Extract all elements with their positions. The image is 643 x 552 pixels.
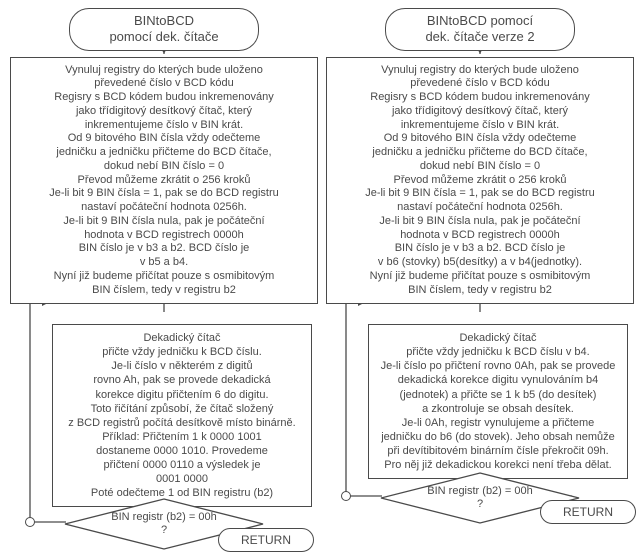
desc-box-left: Vynuluj registry do kterých bude uloženo… [10, 57, 318, 305]
text-line: jako třídigitový desítkový čítač, který [76, 105, 252, 117]
text-line: jedničku a jedničku přičteme do BCD číta… [372, 146, 587, 158]
flow-left: BINtoBCD pomocí dek. čítače Vynuluj regi… [10, 8, 318, 507]
text-line: 0001 0000 [156, 473, 208, 485]
desc-box-right: Vynuluj registry do kterých bude uloženo… [326, 57, 634, 305]
text-line: hodnota v BCD registrech 0000h [400, 229, 560, 241]
loop-connector-right [341, 491, 351, 501]
text-line: Dekadický čítač [143, 332, 220, 344]
text-line: Regisry s BCD kódem budou inkremenovány [370, 91, 590, 103]
start-terminal-right: BINtoBCD pomocí dek. čítače verze 2 [385, 8, 575, 51]
decision-text-2: ? [161, 524, 167, 537]
text-line: v b6 (stovky) b5(desítky) a v b4(jednotk… [378, 256, 582, 268]
text-line: z BCD registrů počítá desítkově místo bi… [68, 417, 295, 429]
text-line: Vynuluj registry do kterých bude uloženo [381, 64, 579, 76]
text-line: Vynuluj registry do kterých bude uloženo [65, 64, 263, 76]
return-right: RETURN [540, 500, 636, 524]
title-line-1: BINtoBCD [134, 13, 194, 28]
text-line: Je-li číslo v některém z digitů [111, 360, 252, 372]
text-line: Je-li bit 9 BIN čísla = 1, pak se do BCD… [49, 187, 279, 199]
text-line: BIN číslem, tedy v registru b2 [92, 284, 236, 296]
text-line: Je-li bit 9 BIN čísla nula, pak je počát… [379, 215, 580, 227]
text-line: přičte vždy jedničku k BCD číslu v b4. [406, 346, 589, 358]
text-line: inkrementujeme číslo v BIN krát. [85, 119, 243, 131]
proc-box-right: Dekadický čítač přičte vždy jedničku k BC… [368, 324, 628, 479]
text-line: převedené číslo v BCD kódu [94, 77, 233, 89]
text-line: Od 9 bitového BIN čísla vždy odečteme [384, 132, 577, 144]
text-line: Nyní již budeme přičítat pouze s osmibit… [54, 270, 275, 282]
text-line: Je-li číslo po přičtení rovno 0Ah, pak s… [381, 360, 616, 372]
text-line: BIN číslo je v b3 a b2. BCD číslo je [395, 242, 566, 254]
text-line: inkrementujeme číslo v BIN krát. [401, 119, 559, 131]
text-line: přičte vždy jedničku k BCD číslu. [102, 346, 262, 358]
text-line: nastaví počáteční hodnota 0256h. [397, 201, 563, 213]
proc-box-left: Dekadický čítač přičte vždy jedničku k BC… [52, 324, 312, 507]
text-line: Pro něj již dekadickou korekci není třeb… [384, 459, 611, 471]
text-line: nastaví počáteční hodnota 0256h. [81, 201, 247, 213]
text-line: Je-li bit 9 BIN čísla nula, pak je počát… [63, 215, 264, 227]
text-line: v b5 a b4. [140, 256, 188, 268]
return-left: RETURN [218, 528, 314, 552]
decision-text-1: BIN registr (b2) = 00h [111, 511, 216, 524]
text-line: převedené číslo v BCD kódu [410, 77, 549, 89]
text-line: Dekadický čítač [459, 332, 536, 344]
text-line: jako třídigitový desítkový čítač, který [392, 105, 568, 117]
title-line-2: dek. čítače verze 2 [425, 29, 534, 44]
text-line: (jednotek) a přičte se 1 k b5 (do desíte… [400, 389, 597, 401]
text-line: jedničku do b6 (do stovek). Jeho obsah n… [381, 431, 615, 443]
text-line: dekadická korekce digitu vynulováním b4 [398, 374, 599, 386]
text-line: přičtení 0000 0110 a výsledek je [104, 459, 261, 471]
decision-text-1: BIN registr (b2) = 00h [427, 485, 532, 498]
text-line: při devítibitovém binárním čísle překroč… [387, 445, 608, 457]
text-line: Je-li 0Ah, registr vynulujeme a přičteme [402, 417, 595, 429]
text-line: Převod můžeme zkrátit o 256 kroků [393, 174, 566, 186]
text-line: korekce digitu přičtením 6 do digitu. [95, 389, 268, 401]
text-line: Je-li bit 9 BIN čísla = 1, pak se do BCD… [365, 187, 595, 199]
loop-connector-left [25, 517, 35, 527]
flow-right: BINtoBCD pomocí dek. čítače verze 2 Vynu… [326, 8, 634, 479]
text-line: Regisry s BCD kódem budou inkremenovány [54, 91, 274, 103]
text-line: dostaneme 0000 1010. Provedeme [96, 445, 268, 457]
text-line: Nyní již budeme přičítat pouze s osmibit… [370, 270, 591, 282]
text-line: jedničku a jedničku přičteme do BCD číta… [56, 146, 271, 158]
text-line: rovno Ah, pak se provede dekadická [93, 374, 270, 386]
text-line: hodnota v BCD registrech 0000h [84, 229, 244, 241]
text-line: Toto řičítání způsobí, že čítač složený [91, 403, 274, 415]
text-line: dokud nebí BIN číslo = 0 [420, 160, 540, 172]
text-line: BIN číslem, tedy v registru b2 [408, 284, 552, 296]
text-line: Od 9 bitového BIN čísla vždy odečteme [68, 132, 261, 144]
text-line: Příklad: Přičtením 1 k 0000 1001 [102, 431, 262, 443]
start-terminal-left: BINtoBCD pomocí dek. čítače [69, 8, 259, 51]
text-line: dokud nebí BIN číslo = 0 [104, 160, 224, 172]
title-line-1: BINtoBCD pomocí [427, 13, 533, 28]
text-line: a zkontroluje se obsah desítek. [422, 403, 574, 415]
text-line: Převod můžeme zkrátit o 256 kroků [77, 174, 250, 186]
title-line-2: pomocí dek. čítače [109, 29, 218, 44]
decision-text-2: ? [477, 498, 483, 511]
text-line: BIN číslo je v b3 a b2. BCD číslo je [79, 242, 250, 254]
